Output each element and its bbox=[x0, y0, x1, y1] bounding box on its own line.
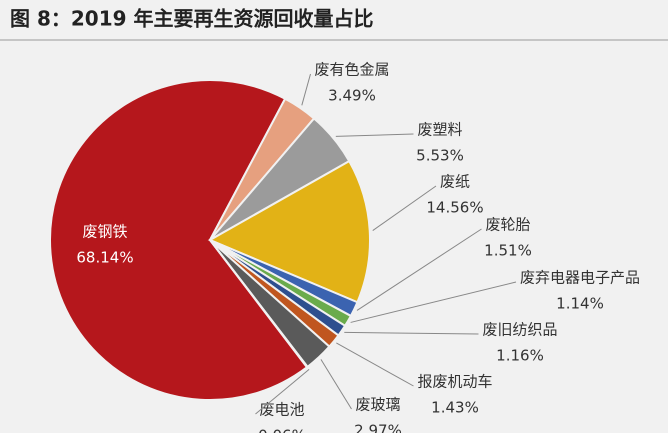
value-label: 1.51% bbox=[484, 242, 532, 260]
value-label: 0.06% bbox=[258, 427, 306, 433]
leader-line bbox=[335, 133, 414, 137]
value-label: 68.14% bbox=[76, 249, 133, 267]
pie-slice bbox=[207, 159, 371, 304]
leader-line bbox=[350, 281, 517, 323]
leader-line bbox=[320, 359, 352, 410]
value-label: 5.53% bbox=[416, 147, 464, 165]
slice-label: 废有色金属 bbox=[314, 61, 389, 79]
slice-label: 废轮胎 bbox=[485, 216, 530, 234]
value-label: 2.97% bbox=[354, 422, 402, 433]
value-label: 1.14% bbox=[556, 295, 604, 313]
slice-label: 废纸 bbox=[440, 173, 470, 191]
value-label: 1.16% bbox=[496, 347, 544, 365]
leader-line bbox=[336, 342, 414, 387]
chart-title: 图 8：2019 年主要再生资源回收量占比 bbox=[10, 7, 374, 31]
pie-slice bbox=[49, 79, 309, 401]
slice-label: 废钢铁 bbox=[82, 223, 127, 241]
value-label: 3.49% bbox=[328, 87, 376, 105]
slice-label: 报废机动车 bbox=[417, 373, 492, 391]
value-label: 14.56% bbox=[426, 199, 483, 217]
slice-label: 废玻璃 bbox=[355, 396, 400, 414]
leader-line bbox=[356, 228, 482, 311]
leader-line bbox=[372, 185, 437, 231]
leader-line bbox=[344, 331, 479, 335]
slice-label: 废塑料 bbox=[417, 121, 462, 139]
slice-label: 废旧纺织品 bbox=[482, 321, 557, 339]
leader-line bbox=[255, 369, 310, 415]
slice-label: 废电池 bbox=[259, 401, 304, 419]
pie-slice bbox=[209, 239, 309, 369]
slice-label: 废弃电器电子产品 bbox=[520, 269, 640, 287]
value-label: 1.43% bbox=[431, 399, 479, 417]
leader-line bbox=[301, 73, 311, 106]
